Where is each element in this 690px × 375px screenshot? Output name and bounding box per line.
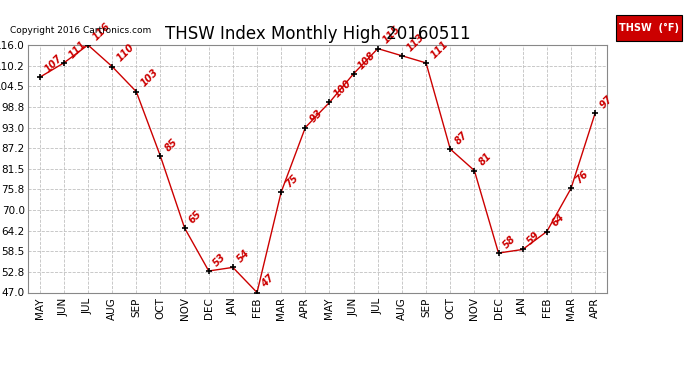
Title: THSW Index Monthly High 20160511: THSW Index Monthly High 20160511 xyxy=(165,26,470,44)
Text: 115: 115 xyxy=(381,24,402,46)
Text: 75: 75 xyxy=(284,172,301,189)
Text: 47: 47 xyxy=(260,273,277,290)
Text: 116: 116 xyxy=(91,21,112,42)
Text: 58: 58 xyxy=(502,234,518,250)
Text: 113: 113 xyxy=(405,32,426,53)
Text: 103: 103 xyxy=(139,68,161,89)
Text: 64: 64 xyxy=(550,212,566,229)
Text: 100: 100 xyxy=(333,78,354,100)
Text: Copyright 2016 Cartronics.com: Copyright 2016 Cartronics.com xyxy=(10,26,152,35)
Text: THSW  (°F): THSW (°F) xyxy=(619,23,679,33)
Text: 107: 107 xyxy=(43,53,64,75)
Text: 111: 111 xyxy=(429,39,451,60)
Text: 108: 108 xyxy=(357,50,378,71)
Text: 93: 93 xyxy=(308,108,325,125)
Text: 54: 54 xyxy=(236,248,253,265)
Text: 85: 85 xyxy=(164,137,180,153)
Text: 76: 76 xyxy=(574,169,591,186)
Text: 65: 65 xyxy=(188,209,204,225)
Text: 110: 110 xyxy=(115,42,137,64)
Text: 111: 111 xyxy=(67,39,88,60)
Text: 59: 59 xyxy=(526,230,542,247)
Text: 53: 53 xyxy=(212,252,228,268)
Text: 97: 97 xyxy=(598,94,615,110)
Text: 81: 81 xyxy=(477,151,494,168)
Text: 87: 87 xyxy=(453,130,470,146)
